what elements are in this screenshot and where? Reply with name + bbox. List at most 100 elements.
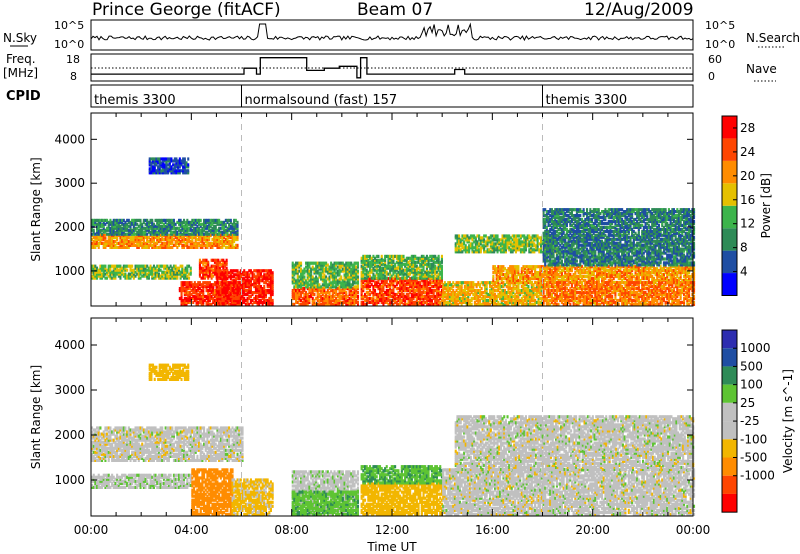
range-cell bbox=[146, 276, 149, 280]
range-cell bbox=[399, 270, 402, 274]
range-cell bbox=[166, 237, 169, 242]
range-cell bbox=[311, 277, 314, 281]
range-cell bbox=[470, 289, 473, 293]
range-cell bbox=[365, 264, 368, 268]
range-cell bbox=[494, 236, 497, 240]
range-cell bbox=[136, 239, 139, 244]
range-cell bbox=[122, 243, 125, 247]
range-cell bbox=[439, 281, 442, 285]
range-cell bbox=[218, 287, 221, 291]
range-cell bbox=[271, 283, 274, 287]
range-cell bbox=[316, 302, 319, 306]
range-cell bbox=[533, 248, 536, 252]
range-cell bbox=[236, 283, 239, 287]
range-cell bbox=[360, 292, 363, 297]
range-cell bbox=[502, 285, 505, 289]
range-cell bbox=[187, 294, 190, 299]
range-cell bbox=[144, 274, 147, 278]
range-cell bbox=[333, 277, 336, 281]
range-cell bbox=[540, 248, 543, 252]
range-cell bbox=[184, 230, 187, 234]
range-cell bbox=[340, 269, 343, 273]
range-cell bbox=[303, 294, 306, 299]
range-cell bbox=[127, 218, 130, 222]
range-cell bbox=[525, 287, 528, 291]
range-cell bbox=[434, 302, 437, 306]
range-cell bbox=[243, 287, 246, 291]
range-cell bbox=[112, 268, 115, 272]
range-cell bbox=[136, 264, 139, 268]
range-cell bbox=[472, 296, 475, 301]
range-cell bbox=[415, 285, 418, 289]
range-cell bbox=[318, 292, 321, 297]
range-cell bbox=[457, 285, 460, 289]
range-cell bbox=[187, 300, 190, 304]
range-cell bbox=[414, 285, 417, 289]
range-cell bbox=[269, 291, 272, 295]
range-cell bbox=[512, 289, 515, 293]
range-cell bbox=[394, 254, 397, 258]
range-cell bbox=[477, 296, 480, 301]
range-cell bbox=[159, 239, 162, 244]
range-cell bbox=[208, 220, 211, 224]
range-cell bbox=[185, 287, 188, 291]
range-cell bbox=[166, 266, 169, 270]
range-cell bbox=[374, 281, 377, 285]
range-cell bbox=[346, 287, 349, 291]
range-cell bbox=[465, 291, 468, 295]
range-cell bbox=[485, 285, 488, 289]
range-cell bbox=[409, 256, 412, 260]
range-cell bbox=[515, 289, 518, 293]
range-cell bbox=[224, 292, 227, 297]
range-cell bbox=[540, 287, 543, 291]
range-cell bbox=[458, 236, 461, 240]
range-cell bbox=[251, 283, 254, 287]
range-cell bbox=[528, 242, 531, 246]
range-cell bbox=[124, 268, 127, 272]
range-cell bbox=[205, 289, 208, 293]
range-cell bbox=[520, 300, 523, 304]
range-cell bbox=[233, 291, 236, 295]
range-cell bbox=[419, 302, 422, 306]
range-cell bbox=[198, 230, 201, 234]
range-cell bbox=[380, 258, 383, 262]
range-cell bbox=[430, 289, 433, 293]
range-cell bbox=[244, 271, 247, 275]
range-cell bbox=[360, 281, 363, 285]
range-cell bbox=[490, 296, 493, 301]
range-cell bbox=[392, 270, 395, 274]
range-cell bbox=[330, 294, 333, 299]
range-cell bbox=[409, 289, 412, 293]
range-cell bbox=[325, 300, 328, 304]
range-cell bbox=[146, 241, 149, 245]
range-cell bbox=[188, 281, 191, 285]
range-cell bbox=[481, 238, 484, 242]
range-cell bbox=[385, 276, 388, 280]
range-cell bbox=[229, 273, 232, 277]
range-cell bbox=[340, 285, 343, 289]
range-cell bbox=[176, 270, 179, 274]
range-cell bbox=[141, 245, 144, 249]
range-cell bbox=[509, 248, 512, 252]
range-cell bbox=[192, 283, 195, 287]
range-cell bbox=[458, 285, 461, 289]
range-cell bbox=[524, 248, 527, 252]
range-cell bbox=[107, 226, 110, 230]
range-cell bbox=[209, 245, 212, 249]
range-cell bbox=[321, 298, 324, 303]
range-cell bbox=[430, 258, 433, 262]
range-cell bbox=[346, 294, 349, 299]
range-cell bbox=[380, 294, 383, 299]
range-cell bbox=[326, 271, 329, 275]
range-cell bbox=[537, 294, 540, 299]
range-cell bbox=[508, 242, 511, 246]
range-cell bbox=[473, 296, 476, 301]
range-cell bbox=[370, 279, 373, 283]
range-cell bbox=[318, 294, 321, 299]
range-cell bbox=[172, 237, 175, 242]
range-cell bbox=[92, 222, 95, 226]
range-cell bbox=[530, 302, 533, 306]
range-cell bbox=[372, 279, 375, 283]
range-cell bbox=[427, 260, 430, 264]
range-cell bbox=[355, 298, 358, 303]
